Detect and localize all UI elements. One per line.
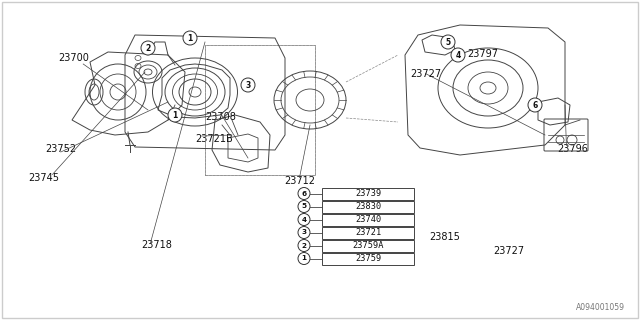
Text: 23721B: 23721B bbox=[196, 134, 233, 144]
Bar bbox=[322, 252, 414, 265]
Circle shape bbox=[451, 48, 465, 62]
Text: 23708: 23708 bbox=[205, 112, 236, 122]
Text: 3: 3 bbox=[245, 81, 251, 90]
Text: A094001059: A094001059 bbox=[576, 303, 625, 312]
Circle shape bbox=[141, 41, 155, 55]
Text: 23745: 23745 bbox=[28, 172, 59, 183]
Text: 23830: 23830 bbox=[355, 202, 381, 211]
Text: 2: 2 bbox=[145, 44, 150, 52]
Text: 4: 4 bbox=[301, 217, 307, 222]
Text: 2: 2 bbox=[301, 243, 307, 249]
Text: 23700: 23700 bbox=[58, 52, 89, 63]
Text: 3: 3 bbox=[301, 229, 307, 236]
Text: 23712: 23712 bbox=[284, 176, 315, 186]
Circle shape bbox=[441, 35, 455, 49]
Text: 1: 1 bbox=[188, 34, 193, 43]
Text: 23727: 23727 bbox=[493, 246, 524, 256]
Text: 23759: 23759 bbox=[355, 254, 381, 263]
Text: 4: 4 bbox=[456, 51, 461, 60]
Text: 5: 5 bbox=[301, 204, 307, 210]
Text: 23752: 23752 bbox=[45, 144, 76, 154]
Bar bbox=[322, 213, 414, 226]
Bar bbox=[322, 239, 414, 252]
Circle shape bbox=[168, 108, 182, 122]
Bar bbox=[322, 188, 414, 199]
Text: 23740: 23740 bbox=[355, 215, 381, 224]
Text: 23759A: 23759A bbox=[352, 241, 384, 250]
Circle shape bbox=[183, 31, 197, 45]
Circle shape bbox=[298, 227, 310, 238]
Circle shape bbox=[298, 188, 310, 199]
Circle shape bbox=[298, 201, 310, 212]
Text: 5: 5 bbox=[445, 37, 451, 46]
Text: 6: 6 bbox=[532, 100, 538, 109]
Text: 1: 1 bbox=[301, 255, 307, 261]
Text: 6: 6 bbox=[301, 190, 307, 196]
Text: 23797: 23797 bbox=[468, 49, 499, 60]
Text: 23796: 23796 bbox=[557, 144, 588, 154]
Text: 1: 1 bbox=[172, 110, 178, 119]
Circle shape bbox=[298, 239, 310, 252]
Circle shape bbox=[298, 213, 310, 226]
Text: 23727: 23727 bbox=[410, 68, 441, 79]
Circle shape bbox=[528, 98, 542, 112]
Text: 23718: 23718 bbox=[141, 240, 172, 250]
Text: 23739: 23739 bbox=[355, 189, 381, 198]
Text: 23721: 23721 bbox=[355, 228, 381, 237]
Bar bbox=[322, 201, 414, 212]
Circle shape bbox=[298, 252, 310, 265]
Circle shape bbox=[241, 78, 255, 92]
Text: 23815: 23815 bbox=[429, 232, 460, 242]
Bar bbox=[322, 227, 414, 238]
